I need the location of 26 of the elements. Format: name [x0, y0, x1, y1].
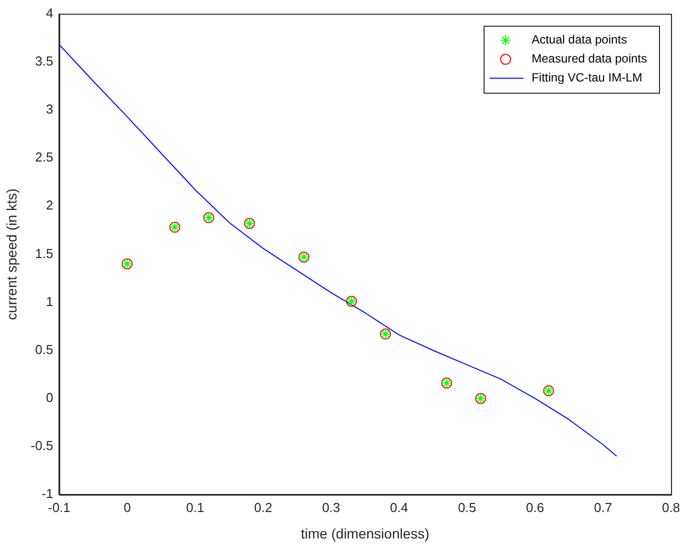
x-tick-label: 0.3: [322, 500, 340, 515]
x-tick-label: 0.2: [254, 500, 272, 515]
x-tick-label: 0.7: [594, 500, 612, 515]
y-tick-label: 3: [46, 102, 54, 117]
y-tick-label: 2: [46, 198, 54, 213]
legend-label: Measured data points: [532, 52, 647, 66]
x-tick-label: 0.1: [186, 500, 204, 515]
x-tick-label: 0.6: [526, 500, 544, 515]
x-axis-title: time (dimensionless): [300, 525, 430, 542]
y-tick-label: 3.5: [35, 53, 54, 68]
y-axis-title: current speed (in kts): [3, 188, 20, 320]
x-tick-label: 0.4: [390, 500, 408, 515]
y-tick-label: -1: [42, 486, 54, 502]
y-tick-label: 2.5: [35, 150, 54, 165]
x-tick-label: 0.8: [662, 500, 680, 515]
y-tick-label: 4: [46, 5, 54, 20]
x-tick-label: 0: [124, 500, 131, 515]
x-tick-label: 0.5: [458, 500, 476, 515]
y-tick-label: 0: [46, 390, 54, 406]
y-tick-label: 1.5: [35, 246, 54, 261]
y-tick-label: -0.5: [30, 438, 54, 454]
x-tick-label: -0.1: [48, 500, 70, 515]
y-tick-label: 0.5: [35, 342, 54, 357]
legend-label: Actual data points: [532, 32, 627, 47]
legend-label: Fitting VC-tau IM-LM: [532, 70, 642, 85]
y-tick-label: 1: [46, 294, 54, 309]
